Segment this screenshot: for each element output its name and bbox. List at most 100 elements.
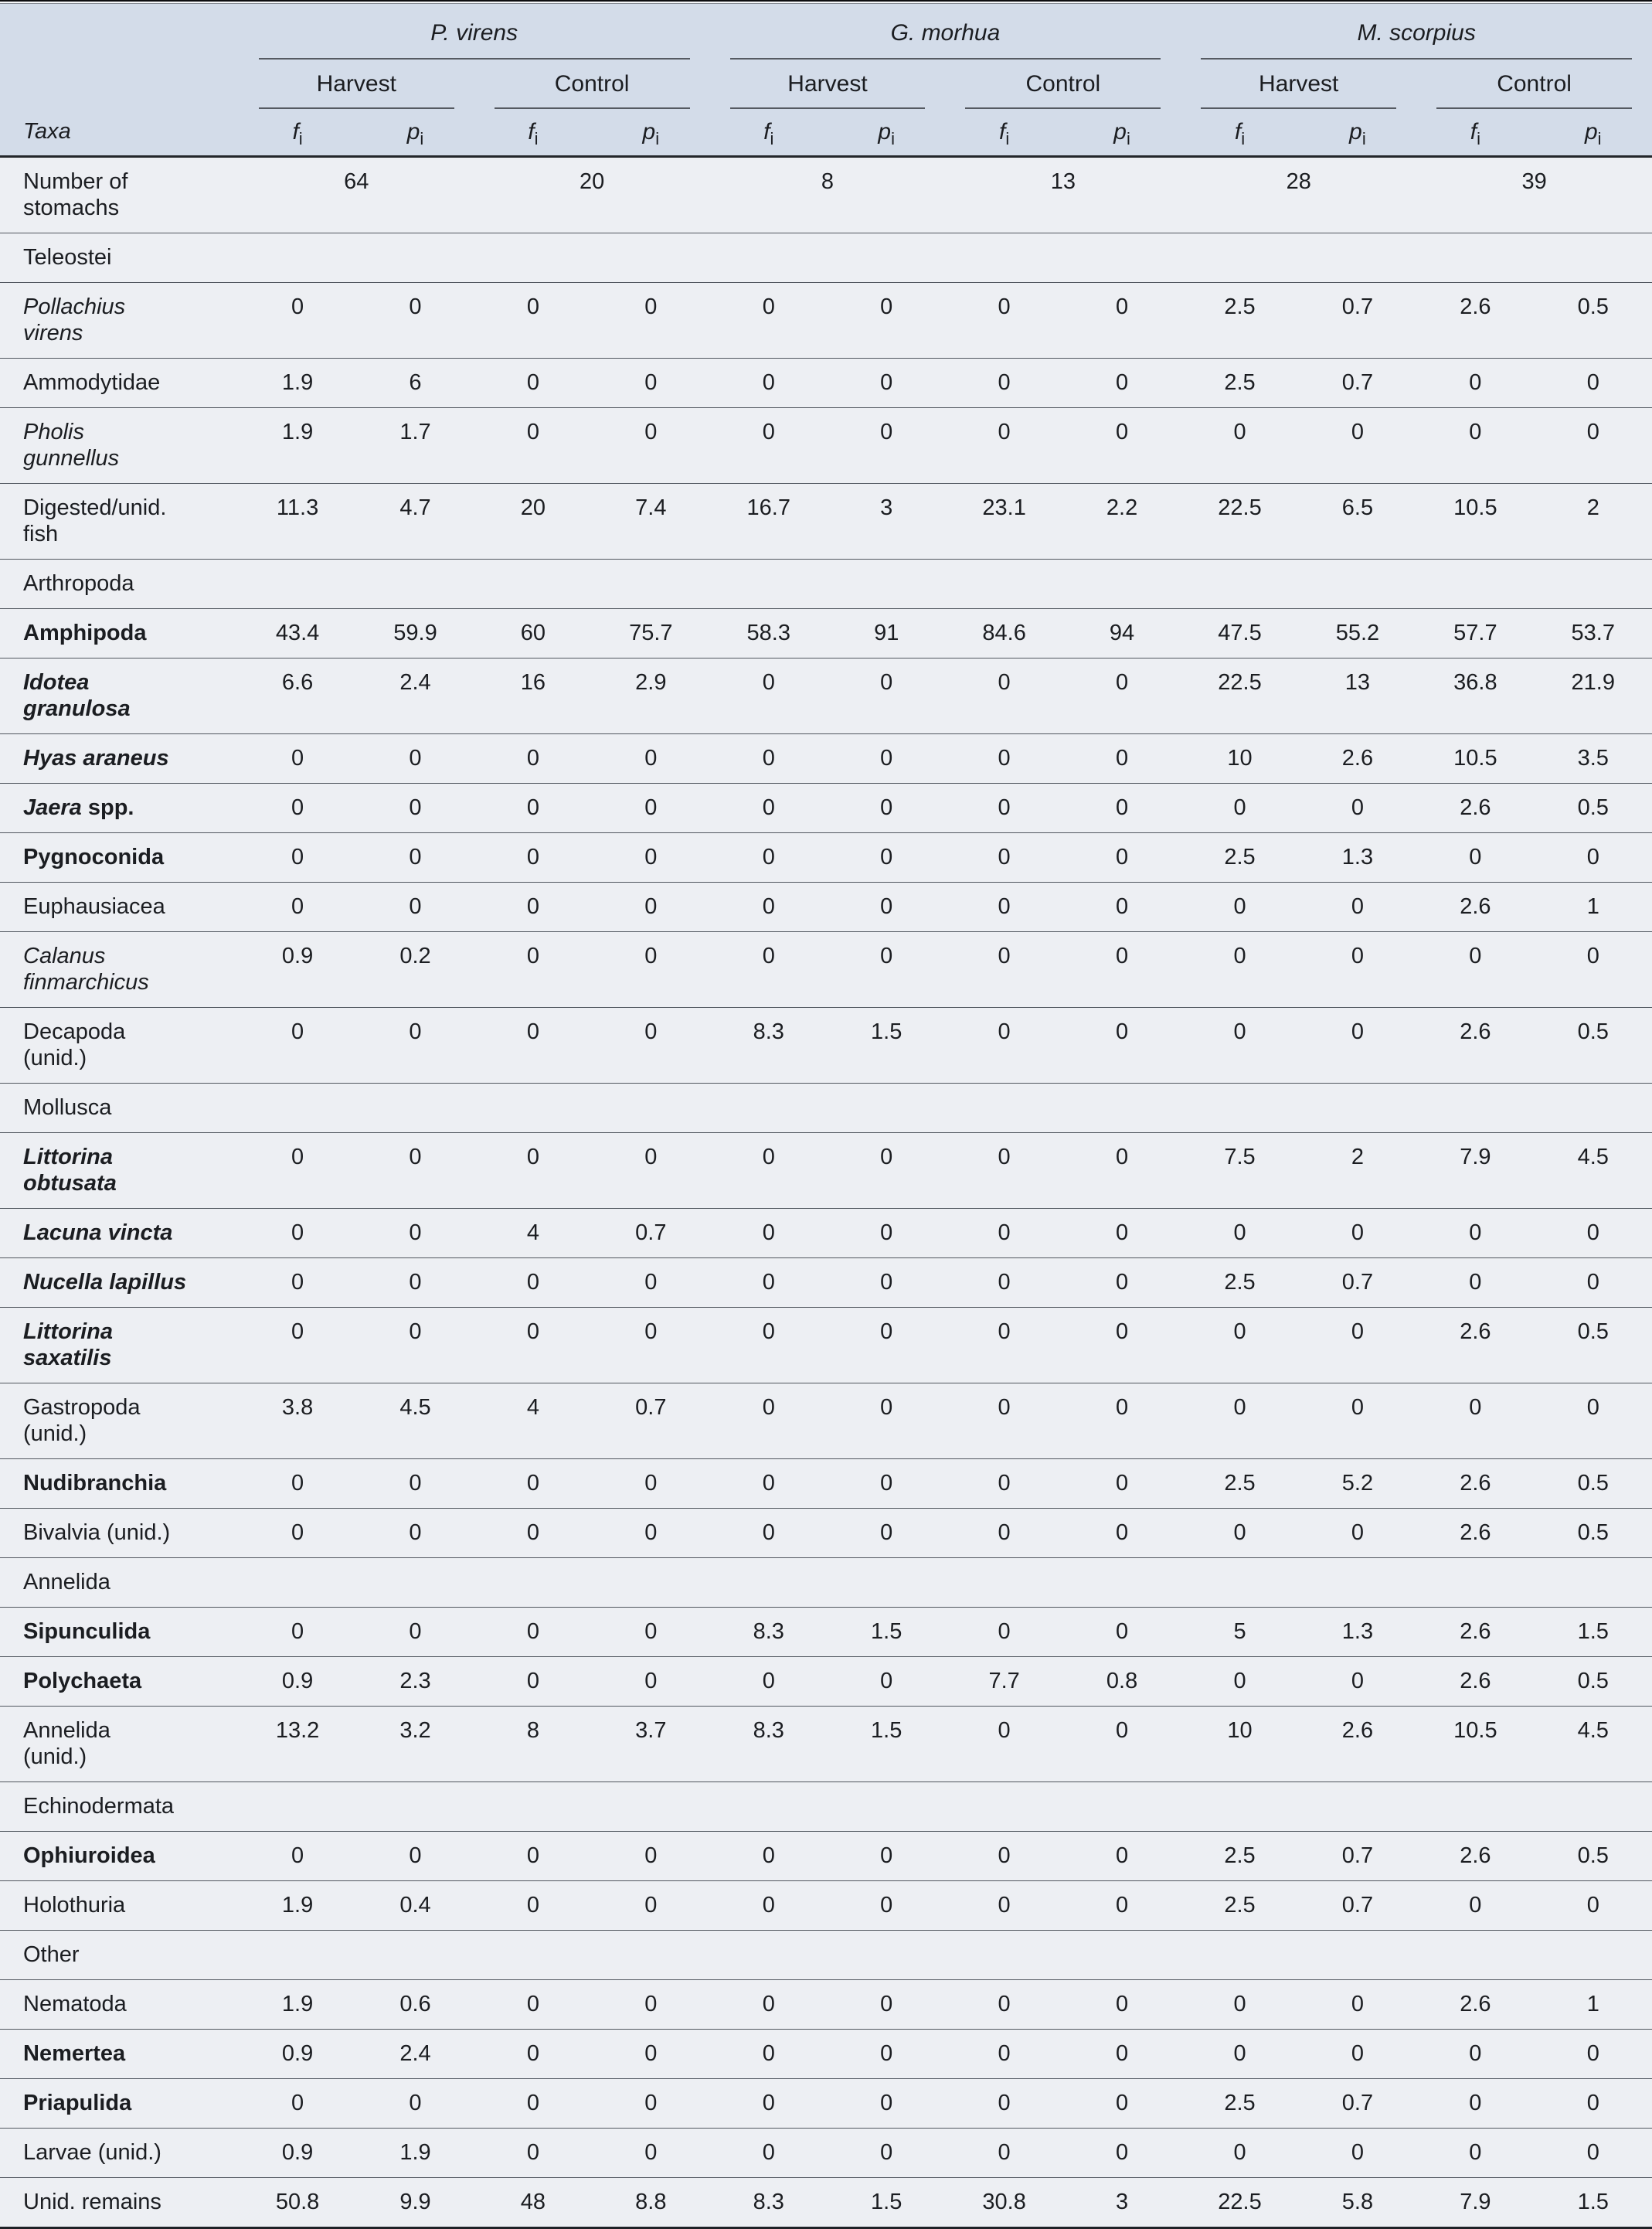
value-cell: 0 [592, 1307, 710, 1383]
value-cell: 4.5 [356, 1383, 474, 1459]
value-cell: 0 [1062, 1132, 1181, 1209]
metric-f-header: fi [999, 119, 1010, 148]
treatment-header: Harvest [239, 60, 474, 109]
taxa-row: Unid. remains 50.8 9.9 48 8.8 8.3 1.5 30.8 3 22.5… [0, 2177, 1652, 2228]
stomach-count-value: 64 [238, 156, 474, 233]
value-cell: 0 [709, 1979, 828, 2030]
value-cell: 0 [1062, 658, 1181, 734]
section-row: Echinodermata [0, 1781, 1652, 1832]
value-cell: 0 [1298, 882, 1417, 932]
treatment-underline [258, 107, 454, 109]
treatment-underline [1436, 107, 1632, 109]
value-cell: 0 [945, 1458, 1063, 1509]
value-cell: 0 [1062, 733, 1181, 784]
value-cell: 0 [356, 783, 474, 833]
value-cell: 7.5 [1181, 1132, 1299, 1209]
value-cell: 0 [827, 783, 946, 833]
value-cell: 0 [1534, 358, 1652, 408]
value-cell: 3 [1062, 2177, 1181, 2228]
value-cell: 0 [356, 1132, 474, 1209]
value-cell: 2.5 [1181, 358, 1299, 408]
value-cell: 1.5 [827, 1007, 946, 1084]
value-cell: 2.9 [592, 658, 710, 734]
value-cell: 0 [1062, 2078, 1181, 2129]
value-cell: 0.5 [1534, 1831, 1652, 1881]
value-cell: 4.7 [356, 483, 474, 560]
value-cell: 0 [709, 733, 828, 784]
value-cell: 2.6 [1416, 1607, 1535, 1657]
taxa-label: Nemertea [0, 2029, 239, 2079]
value-cell: 0 [474, 733, 593, 784]
value-cell: 0 [1062, 1458, 1181, 1509]
value-cell: 0 [945, 2029, 1063, 2079]
value-cell: 0 [1062, 1508, 1181, 1558]
species-underline [729, 58, 1161, 60]
value-cell: 0 [1534, 1208, 1652, 1258]
taxa-label: Hyas araneus [0, 733, 239, 784]
stomach-count-value: 39 [1416, 156, 1652, 233]
value-cell: 0 [1416, 2029, 1535, 2079]
stomach-count-value: 20 [474, 156, 710, 233]
value-cell: 5 [1181, 1607, 1299, 1657]
value-cell: 3.5 [1534, 733, 1652, 784]
value-cell: 0 [1416, 2128, 1535, 2178]
value-cell: 0 [945, 783, 1063, 833]
value-cell: 2.6 [1416, 783, 1535, 833]
value-cell: 0 [945, 658, 1063, 734]
value-cell: 1.9 [356, 2128, 474, 2178]
value-cell: 10 [1181, 1706, 1299, 1782]
section-label: Teleostei [0, 233, 1652, 283]
value-cell: 0 [1062, 358, 1181, 408]
value-cell: 0 [945, 1880, 1063, 1931]
value-cell: 2.6 [1416, 1458, 1535, 1509]
value-cell: 30.8 [945, 2177, 1063, 2228]
value-cell: 10.5 [1416, 483, 1535, 560]
value-cell: 58.3 [709, 608, 828, 658]
value-cell: 8.3 [709, 1007, 828, 1084]
value-cell: 0 [238, 1831, 357, 1881]
value-cell: 0 [945, 1508, 1063, 1558]
taxa-label: Taxa [23, 119, 71, 144]
value-cell: 0 [1534, 1257, 1652, 1308]
value-cell: 0 [1298, 1383, 1417, 1459]
taxa-row: Nucella lapillus 0 0 0 0 0 0 0 0 2.5 0.7 0 0 [0, 1257, 1652, 1308]
value-cell: 0 [1534, 1880, 1652, 1931]
value-cell: 0 [709, 1458, 828, 1509]
diet-table: Taxa P. virens G. morhua M. scorpius Har… [0, 3, 1652, 2229]
value-cell: 0 [592, 2029, 710, 2079]
taxa-row: Polychaeta 0.9 2.3 0 0 0 0 7.7 0.8 0 0 2.6 0.5 [0, 1656, 1652, 1707]
value-cell: 1.5 [827, 1607, 946, 1657]
value-cell: 0 [945, 1208, 1063, 1258]
value-cell: 0 [474, 931, 593, 1008]
value-cell: 0.7 [1298, 2078, 1417, 2129]
value-cell: 4 [474, 1383, 593, 1459]
value-cell: 0 [356, 2078, 474, 2129]
value-cell: 47.5 [1181, 608, 1299, 658]
species-name: G. morhua [890, 20, 1001, 46]
value-cell: 0 [1298, 407, 1417, 484]
stomach-count-value: 28 [1181, 156, 1417, 233]
value-cell: 0 [945, 407, 1063, 484]
stomach-count-row: Number of stomachs 64 20 8 13 28 39 [0, 156, 1652, 233]
value-cell: 0 [592, 282, 710, 359]
value-cell: 0 [592, 1880, 710, 1931]
value-cell: 0 [592, 1257, 710, 1308]
value-cell: 0.5 [1534, 1508, 1652, 1558]
metric-p-header: pi [1349, 119, 1366, 148]
value-cell: 1.3 [1298, 1607, 1417, 1657]
value-cell: 0 [1062, 2029, 1181, 2079]
value-cell: 0 [1062, 407, 1181, 484]
taxa-row: Pholis gunnellus 1.9 1.7 0 0 0 0 0 0 0 0 0 0 [0, 407, 1652, 484]
value-cell: 91 [827, 608, 946, 658]
value-cell: 0 [1062, 1208, 1181, 1258]
value-cell: 0 [474, 2029, 593, 2079]
value-cell: 0 [474, 1257, 593, 1308]
value-cell: 0 [1416, 1257, 1535, 1308]
value-cell: 0 [827, 733, 946, 784]
section-label: Echinodermata [0, 1781, 1652, 1832]
value-cell: 0 [474, 1607, 593, 1657]
value-cell: 0 [827, 1458, 946, 1509]
value-cell: 9.9 [356, 2177, 474, 2228]
value-cell: 0 [592, 1656, 710, 1707]
